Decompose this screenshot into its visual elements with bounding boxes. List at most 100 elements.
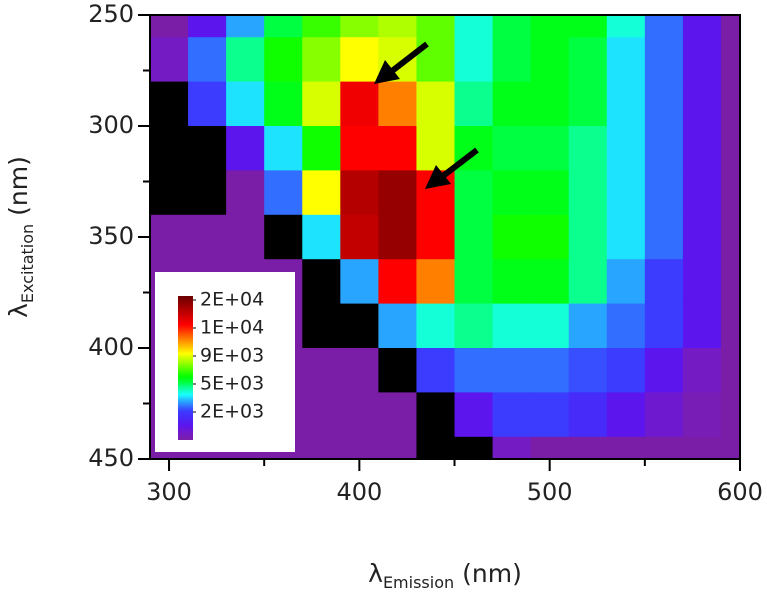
- heatmap-cell: [454, 303, 494, 349]
- heatmap-cell: [416, 81, 456, 127]
- heatmap-cell: [378, 170, 418, 216]
- heatmap-cell: [568, 392, 608, 438]
- heatmap-cell: [682, 81, 722, 127]
- heatmap-cell: [568, 259, 608, 305]
- heatmap-cell: [720, 214, 740, 260]
- heatmap-cell: [340, 348, 379, 393]
- heatmap-cell: [568, 436, 608, 459]
- colorbar-label: 9E+03: [200, 345, 264, 367]
- heatmap-cell: [644, 392, 684, 438]
- heatmap-cell: [378, 214, 418, 260]
- heatmap-cell: [682, 37, 722, 83]
- heatmap-cell: [378, 392, 418, 438]
- heatmap-cell: [606, 81, 646, 127]
- heatmap-cell: [682, 348, 722, 393]
- heatmap-cell: [530, 37, 570, 83]
- heatmap-cell: [682, 303, 722, 349]
- heatmap-cell: [530, 81, 570, 127]
- heatmap-cell: [454, 170, 494, 216]
- heatmap-cell: [302, 81, 341, 127]
- masked-cell: [302, 259, 341, 305]
- heatmap-cell: [530, 170, 570, 216]
- y-tick-label: 400: [88, 333, 134, 361]
- heatmap-cell: [416, 259, 456, 305]
- heatmap-cell: [340, 170, 379, 216]
- heatmap-cell: [720, 392, 740, 438]
- arrow-shaft: [390, 41, 429, 74]
- heatmap-cell: [720, 170, 740, 216]
- heatmap-cell: [378, 259, 418, 305]
- heatmap-cell: [188, 81, 227, 127]
- heatmap-cell: [530, 214, 570, 260]
- heatmap-cell: [682, 15, 722, 38]
- masked-cell: [302, 303, 341, 349]
- heatmap-cell: [568, 170, 608, 216]
- y-tick-label: 450: [88, 444, 134, 472]
- heatmap-cell: [264, 81, 303, 127]
- heatmap-cell: [378, 436, 418, 459]
- heatmap-cell: [150, 214, 189, 260]
- heatmap-cell: [264, 170, 303, 216]
- heatmap-cell: [454, 15, 494, 38]
- colorbar-label: 1E+04: [200, 317, 264, 339]
- heatmap-cell: [720, 259, 740, 305]
- heatmap-cell: [340, 37, 379, 83]
- masked-cell: [416, 436, 456, 459]
- heatmap-cell: [416, 348, 456, 393]
- heatmap-cell: [492, 15, 532, 38]
- masked-cell: [150, 126, 189, 171]
- heatmap-cell: [302, 126, 341, 171]
- heatmap-cell: [454, 392, 494, 438]
- heatmap-cell: [682, 170, 722, 216]
- heatmap-cell: [568, 15, 608, 38]
- heatmap-cell: [340, 126, 379, 171]
- heatmap-cell: [606, 348, 646, 393]
- arrows: [374, 41, 479, 189]
- heatmap-cell: [720, 348, 740, 393]
- heatmap-cell: [568, 214, 608, 260]
- heatmap-cell: [606, 37, 646, 83]
- heatmap-cell: [644, 15, 684, 38]
- heatmap-cell: [454, 214, 494, 260]
- heatmap-cell: [188, 37, 227, 83]
- heatmap-cell: [416, 15, 456, 38]
- heatmap-cell: [378, 15, 418, 38]
- heatmap-cell: [416, 126, 456, 171]
- y-label-symbol: λ: [4, 303, 33, 318]
- heatmap-cell: [720, 303, 740, 349]
- heatmap-cell: [302, 348, 341, 393]
- heatmap-cell: [226, 15, 265, 38]
- y-axis-label: λExcitation (nm): [4, 156, 37, 318]
- heatmap-cell: [150, 37, 189, 83]
- heatmap-cell: [644, 348, 684, 393]
- heatmap-cell: [644, 214, 684, 260]
- heatmap-cell: [340, 81, 379, 127]
- heatmap-cell: [378, 303, 418, 349]
- heatmap-cell: [644, 436, 684, 459]
- heatmap-cell: [340, 214, 379, 260]
- heatmap-cell: [682, 259, 722, 305]
- heatmap-cell: [302, 37, 341, 83]
- x-label-symbol: λ: [368, 559, 383, 588]
- heatmap-cell: [226, 81, 265, 127]
- colorbar-label: 2E+04: [200, 289, 264, 311]
- heatmap-cell: [720, 37, 740, 83]
- x-axis-label: λEmission (nm): [368, 559, 522, 592]
- heatmap-cell: [492, 126, 532, 171]
- masked-cell: [264, 214, 303, 260]
- masked-cell: [340, 303, 379, 349]
- heatmap-cell: [720, 15, 740, 38]
- heatmap-cell: [720, 81, 740, 127]
- heatmap-cell: [606, 170, 646, 216]
- heatmap-cell: [302, 15, 341, 38]
- heatmap-cell: [530, 15, 570, 38]
- heatmap-cell: [492, 436, 532, 459]
- heatmap-cell: [568, 303, 608, 349]
- heatmap-cell: [454, 81, 494, 127]
- heatmap-cell: [492, 259, 532, 305]
- arrow-head: [425, 165, 451, 189]
- heatmap-cell: [378, 81, 418, 127]
- heatmap-cell: [340, 392, 379, 438]
- heatmap-cell: [492, 392, 532, 438]
